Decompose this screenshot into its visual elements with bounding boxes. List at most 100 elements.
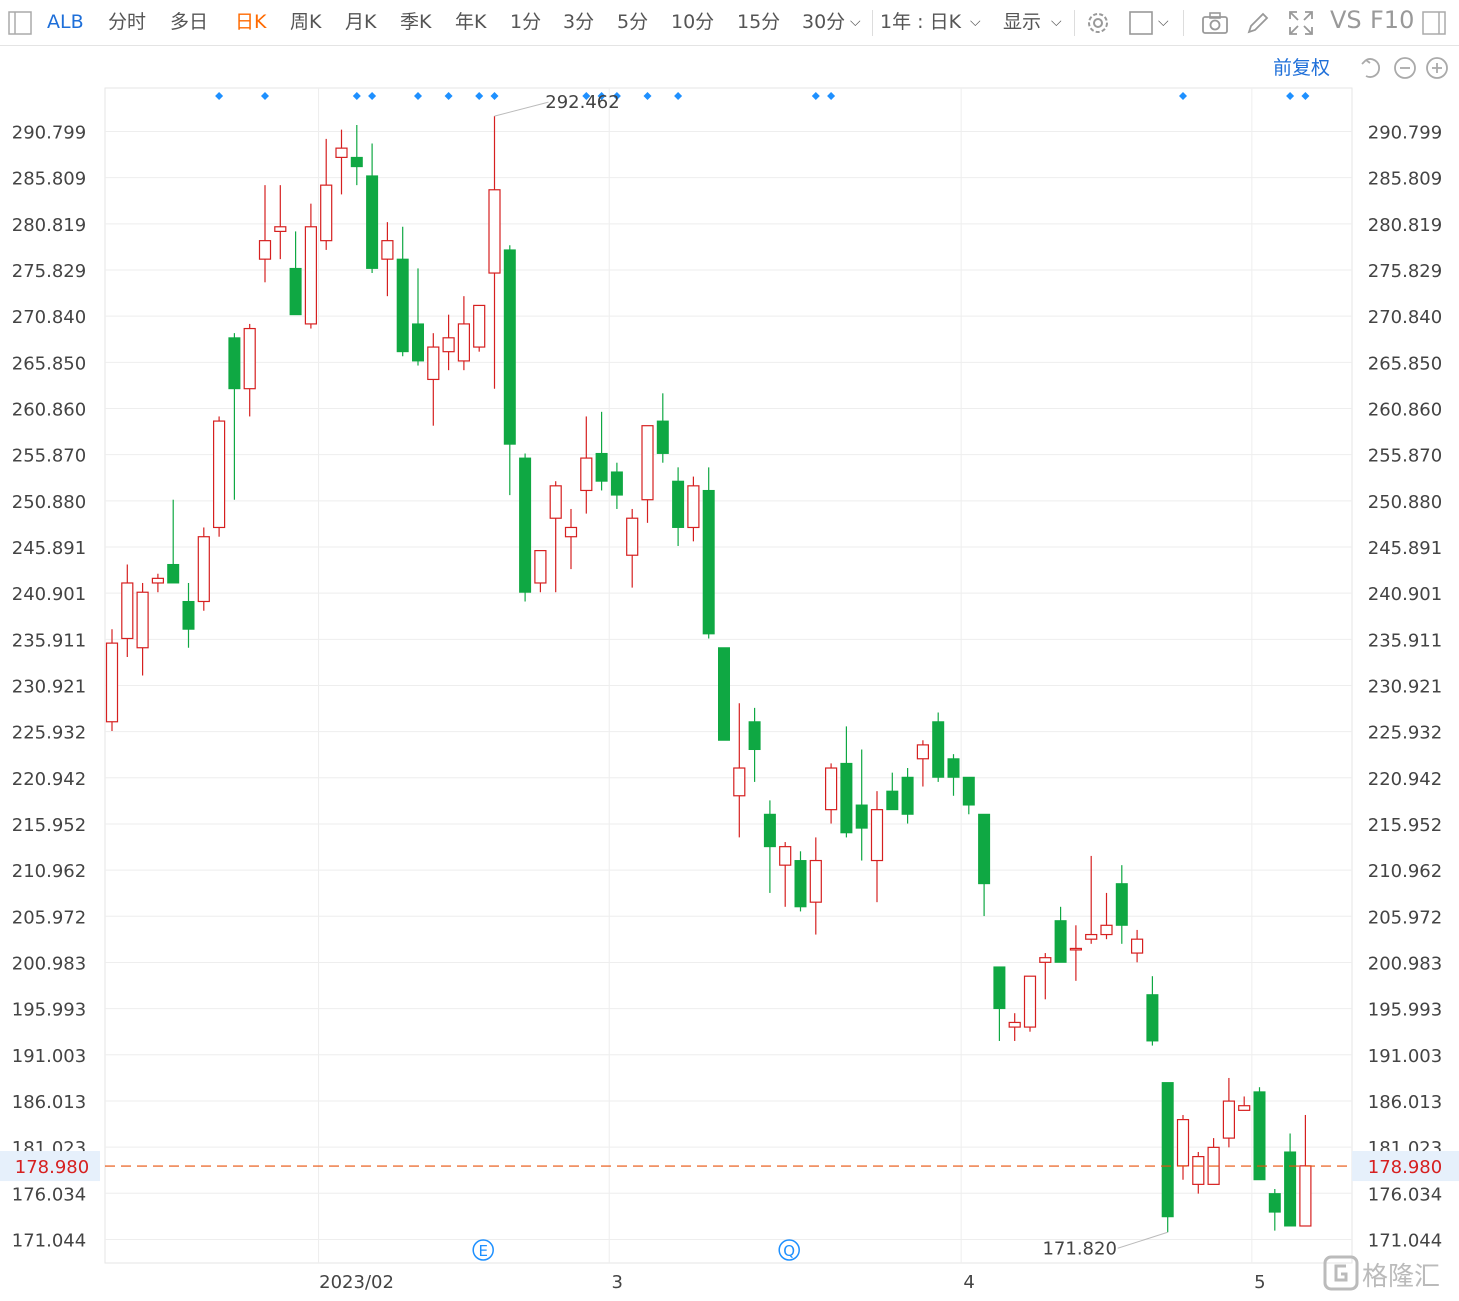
period-tab[interactable]: 日K [235, 11, 267, 33]
period-tab[interactable]: 1分 [510, 11, 542, 33]
last-price-line: 178.980 178.980 [0, 1151, 1459, 1182]
period-tab[interactable]: 季K [400, 11, 432, 33]
candle-body [1192, 1156, 1205, 1185]
candle [473, 304, 486, 352]
candle [962, 776, 975, 815]
candle [381, 222, 394, 297]
candle-body [1085, 933, 1098, 940]
fullscreen-icon[interactable] [1286, 8, 1316, 38]
candle [1008, 1013, 1021, 1041]
candle [1268, 1188, 1281, 1231]
y-tick-label-right: 290.799 [1368, 122, 1442, 143]
symbol-label[interactable]: ALB [47, 11, 84, 33]
last-price-tag-left [0, 1151, 100, 1182]
chevron-down-icon[interactable]: ⌵ [1051, 14, 1062, 30]
candle [763, 800, 776, 893]
display-select[interactable]: 显示 [1003, 11, 1042, 33]
period-tab[interactable]: 15分 [737, 11, 781, 33]
candle-body [1054, 920, 1067, 963]
gear-icon[interactable] [1083, 8, 1113, 38]
annotations: 292.462 171.820 [494, 92, 1168, 1259]
candle [1115, 865, 1128, 944]
range-select[interactable]: 1年 : 日K [880, 11, 962, 33]
y-tick-label-right: 285.809 [1368, 169, 1442, 190]
dividend-marker-icon [261, 92, 269, 100]
candle-body [1253, 1091, 1266, 1181]
zoom-in-icon[interactable] [1422, 53, 1452, 83]
period-tab[interactable]: 10分 [671, 11, 715, 33]
candle-body [824, 767, 838, 811]
candle-body [916, 744, 930, 760]
candle-body [733, 767, 746, 797]
candle-body [886, 790, 899, 811]
annotation-leader [1117, 1231, 1168, 1249]
candle [289, 231, 302, 316]
watermark-text: 格隆汇 [1362, 1262, 1441, 1292]
candle-body [228, 337, 241, 390]
sidebar-right-icon[interactable] [1420, 8, 1450, 38]
candle [840, 726, 853, 838]
candle [1039, 953, 1052, 1000]
y-tick-label-left: 250.880 [12, 492, 86, 513]
dividend-marker-icon [444, 92, 453, 100]
candle-body [809, 859, 822, 903]
chevron-down-icon[interactable]: ⌵ [970, 14, 981, 30]
period-tab[interactable]: 周K [290, 11, 322, 33]
candle [503, 245, 516, 496]
vs-button[interactable]: VS [1330, 6, 1362, 34]
y-tick-label-right: 245.891 [1368, 538, 1442, 559]
annotation-label: 171.820 [1042, 1238, 1116, 1259]
candle-body [840, 762, 853, 834]
candle-body [320, 184, 333, 242]
f10-button[interactable]: F10 [1370, 6, 1415, 34]
zoom-out-icon[interactable] [1390, 53, 1420, 83]
y-tick-label-right: 181.023 [1368, 1138, 1442, 1159]
y-tick-label-left: 215.952 [12, 815, 86, 836]
candle [350, 125, 363, 186]
candle-body [1023, 975, 1037, 1028]
candle-body [962, 776, 975, 806]
candle [580, 416, 593, 514]
candle-body [396, 258, 409, 353]
dividend-marker-icon [612, 92, 621, 100]
adjust-mode-button[interactable]: 前复权 [1273, 57, 1331, 79]
period-tab[interactable]: 多日 [170, 11, 209, 33]
period-tab[interactable]: 分时 [108, 11, 147, 33]
candle [672, 467, 685, 546]
candle-body [1069, 947, 1083, 951]
candle-body [702, 489, 715, 635]
candle [809, 837, 822, 935]
period-tab[interactable]: 年K [455, 11, 487, 33]
chevron-down-icon[interactable]: ⌵ [850, 14, 861, 30]
last-price-tag-right [1352, 1151, 1459, 1182]
candle-body [1100, 924, 1113, 936]
color-box-icon[interactable] [1127, 8, 1157, 38]
y-tick-label-left: 171.044 [12, 1230, 86, 1251]
period-tab[interactable]: 3分 [563, 11, 595, 33]
y-tick-label-right: 270.840 [1368, 307, 1442, 328]
dividend-marker-icon [811, 92, 820, 100]
candle-body [136, 591, 149, 649]
period-tab[interactable]: 月K [345, 11, 377, 33]
dividend-marker-icon [215, 92, 224, 100]
chevron-down-icon[interactable]: ⌵ [1158, 14, 1169, 30]
candle-body [213, 420, 226, 529]
candle [626, 508, 639, 588]
candle-body [350, 156, 363, 168]
pencil-icon[interactable] [1243, 8, 1273, 38]
candle-body [794, 860, 807, 908]
candle [932, 712, 945, 782]
y-tick-label-left: 195.993 [12, 1000, 86, 1021]
y-tick-label-left: 200.983 [12, 953, 86, 974]
camera-icon[interactable] [1200, 8, 1230, 38]
period-tab[interactable]: 30分 [802, 11, 846, 33]
period-tab[interactable]: 5分 [617, 11, 649, 33]
undo-icon[interactable] [1357, 53, 1387, 83]
sidebar-toggle-icon[interactable] [6, 8, 36, 38]
candle-body [564, 526, 578, 538]
candle [779, 842, 792, 907]
x-tick-label: 3 [612, 1272, 623, 1293]
candle [1130, 929, 1144, 963]
